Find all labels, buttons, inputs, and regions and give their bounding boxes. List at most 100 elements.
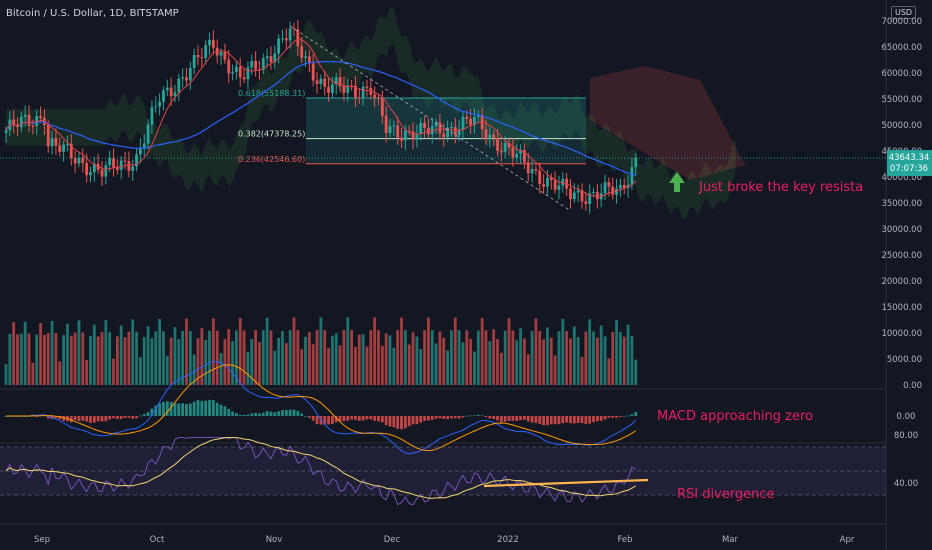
price-tick-label: 10000.00 <box>881 329 922 339</box>
candle-body <box>511 147 515 158</box>
volume-bar <box>388 335 392 385</box>
macd-histogram-bar <box>634 411 638 416</box>
volume-bar <box>96 336 100 385</box>
candle-body <box>488 134 492 140</box>
candle-body <box>173 92 177 97</box>
candle-body <box>561 178 565 186</box>
volume-bar <box>530 330 534 385</box>
macd-histogram-bar <box>450 416 453 419</box>
candle-body <box>407 130 411 132</box>
candle-body <box>227 59 231 74</box>
macd-histogram-bar <box>392 416 396 428</box>
volume-bar <box>292 317 296 385</box>
volume-bar <box>127 331 131 385</box>
candle-body <box>338 77 342 87</box>
candle-body <box>615 188 618 195</box>
macd-histogram-bar <box>626 415 630 417</box>
candle-body <box>630 167 634 185</box>
price-tick-label: 50000.00 <box>881 121 922 131</box>
volume-bar <box>296 330 300 385</box>
rsi-divergence-line <box>483 478 649 488</box>
macd-histogram-bar <box>284 409 288 416</box>
candle-body <box>634 158 638 168</box>
candle-body <box>319 78 323 84</box>
macd-histogram-bar <box>423 416 426 421</box>
macd-histogram-bar <box>615 416 618 418</box>
volume-bar <box>534 318 538 385</box>
macd-histogram-bar <box>549 416 553 425</box>
candle-body <box>123 160 127 162</box>
macd-histogram-bar <box>599 416 603 421</box>
candle-body <box>499 150 503 152</box>
candle-body <box>112 158 115 168</box>
volume-bar <box>400 317 403 385</box>
macd-histogram-bar <box>211 400 215 416</box>
candle-body <box>242 77 246 80</box>
candle-body <box>104 165 108 177</box>
candle-body <box>576 190 580 193</box>
candle-body <box>273 53 277 63</box>
volume-bar <box>553 355 557 385</box>
volume-bar <box>173 327 177 385</box>
macd-histogram-bar <box>304 415 307 417</box>
macd-histogram-bar <box>488 416 492 419</box>
currency-badge[interactable]: USD <box>891 6 917 19</box>
candle-body <box>438 122 442 134</box>
volume-bar <box>588 319 592 385</box>
volume-bar <box>215 330 219 385</box>
macd-histogram-bar <box>595 416 599 422</box>
macd-histogram-bar <box>427 416 430 421</box>
volume-bar <box>304 336 307 385</box>
volume-bar <box>327 348 330 385</box>
volume-bar <box>196 338 200 385</box>
candle-body <box>507 143 511 148</box>
candle-body <box>442 133 446 138</box>
price-tick-label: 20000.00 <box>881 277 922 287</box>
candle-body <box>427 128 430 135</box>
candle-body <box>58 145 62 152</box>
candle-body <box>4 130 8 133</box>
volume-bar <box>39 322 42 385</box>
fib-level-label: 0.618(55188.31) <box>238 89 305 98</box>
volume-bar <box>373 317 377 385</box>
volume-bar <box>319 317 323 385</box>
macd-line <box>6 360 637 455</box>
volume-bar <box>258 342 261 385</box>
macd-histogram-bar <box>58 416 62 420</box>
volume-bar <box>384 333 388 385</box>
candle-body <box>534 168 538 171</box>
macd-histogram-bar <box>342 416 346 422</box>
volume-bar <box>27 333 31 385</box>
macd-histogram-bar <box>369 416 373 420</box>
volume-bar <box>12 322 16 385</box>
volume-bar <box>331 335 334 385</box>
volume-bar <box>423 330 426 385</box>
candle-body <box>185 77 188 81</box>
candle-body <box>196 54 200 58</box>
candle-body <box>388 126 392 134</box>
macd-histogram-bar <box>619 416 622 418</box>
candle-body <box>626 184 630 188</box>
macd-histogram-bar <box>177 403 181 416</box>
macd-histogram-bar <box>331 416 334 424</box>
price-tick-label: 15000.00 <box>881 303 922 313</box>
macd-histogram-bar <box>223 406 227 416</box>
candle-body <box>231 71 234 74</box>
candle-body <box>588 193 592 204</box>
last-price-badge[interactable] <box>887 150 932 177</box>
volume-bar <box>357 334 361 385</box>
fib-level-label: 0.236(42546.60) <box>238 155 305 164</box>
candle-body <box>69 144 73 158</box>
symbol-title[interactable]: Bitcoin / U.S. Dollar, 1D, BITSTAMP <box>6 8 179 19</box>
macd-histogram-bar <box>492 416 496 420</box>
price-tick-label: 30000.00 <box>881 225 922 235</box>
volume-bar <box>315 330 319 385</box>
macd-histogram-bar <box>419 416 423 423</box>
macd-histogram-bar <box>396 416 400 429</box>
candle-body <box>162 90 165 102</box>
macd-histogram-bar <box>499 416 503 423</box>
last-price-countdown: 07:07:36 <box>890 164 928 174</box>
volume-bar <box>453 317 457 385</box>
volume-bar <box>392 347 396 385</box>
